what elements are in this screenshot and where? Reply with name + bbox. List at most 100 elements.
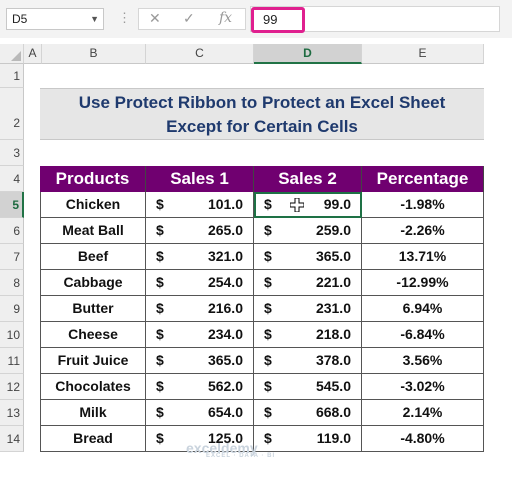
product-cell[interactable]: Milk [40,400,146,426]
header-percentage[interactable]: Percentage [362,166,484,192]
product-cell[interactable]: Cheese [40,322,146,348]
row-header-10[interactable]: 10 [0,322,24,348]
sales-2-cell[interactable]: $221.0 [254,270,362,296]
currency-symbol: $ [156,196,164,212]
sales-2-cell[interactable]: $231.0 [254,296,362,322]
active-cell-d5[interactable]: $99.0 [254,192,362,218]
title-line-1: Use Protect Ribbon to Protect an Excel S… [78,93,446,112]
header-sales-2[interactable]: Sales 2 [254,166,362,192]
sales-2-cell[interactable]: $259.0 [254,218,362,244]
amount-value: 254.0 [207,274,243,290]
sales-1-cell[interactable]: $216.0 [146,296,254,322]
amount-value: 365.0 [315,248,351,264]
name-box[interactable]: D5 ▼ [6,8,104,30]
column-header-e[interactable]: E [362,44,484,64]
watermark-logo: exceldemy EXCEL · DATA · BI [186,440,275,459]
row-header-13[interactable]: 13 [0,400,24,426]
sales-1-cell[interactable]: $125.0 [146,426,254,452]
amount-value: 99.0 [323,196,351,212]
row-header-7[interactable]: 7 [0,244,24,270]
watermark-tagline: EXCEL · DATA · BI [206,453,276,459]
row-header-6[interactable]: 6 [0,218,24,244]
percentage-cell[interactable]: 2.14% [362,400,484,426]
formula-input[interactable]: 99 [250,6,500,33]
sales-1-cell[interactable]: $654.0 [146,400,254,426]
sales-2-cell[interactable]: $119.0 [254,426,362,452]
sales-1-cell[interactable]: $321.0 [146,244,254,270]
percentage-cell[interactable]: 3.56% [362,348,484,374]
percentage-cell[interactable]: -6.84% [362,322,484,348]
formula-value: 99 [251,7,305,33]
row-header-5[interactable]: 5 [0,192,24,218]
product-cell[interactable]: Meat Ball [40,218,146,244]
currency-symbol: $ [156,274,164,290]
currency-symbol: $ [264,248,272,264]
chevron-down-icon[interactable]: ▼ [90,14,99,24]
amount-value: 234.0 [207,326,243,342]
percentage-cell[interactable]: -3.02% [362,374,484,400]
insert-function-icon[interactable]: fx [219,10,233,26]
currency-symbol: $ [156,378,164,394]
currency-symbol: $ [264,222,272,238]
row-header-2[interactable]: 2 [0,88,24,140]
row-header-11[interactable]: 11 [0,348,24,374]
column-header-d[interactable]: D [254,44,362,64]
currency-symbol: $ [156,430,164,446]
percentage-cell[interactable]: -4.80% [362,426,484,452]
column-header-c[interactable]: C [146,44,254,64]
sales-2-cell[interactable]: $218.0 [254,322,362,348]
row-header-8[interactable]: 8 [0,270,24,296]
percentage-cell[interactable]: -1.98% [362,192,484,218]
cell-cursor-icon [290,198,304,212]
column-header-b[interactable]: B [42,44,146,64]
sales-2-cell[interactable]: $668.0 [254,400,362,426]
row-header-3[interactable]: 3 [0,140,24,166]
currency-symbol: $ [264,352,272,368]
product-cell[interactable]: Bread [40,426,146,452]
sales-1-cell[interactable]: $254.0 [146,270,254,296]
sales-1-cell[interactable]: $234.0 [146,322,254,348]
row-header-14[interactable]: 14 [0,426,24,452]
select-all-button[interactable] [0,44,24,64]
watermark-name: exceldemy [186,440,258,456]
column-header-a[interactable]: A [24,44,42,64]
sales-2-cell[interactable]: $365.0 [254,244,362,270]
sales-1-cell[interactable]: $562.0 [146,374,254,400]
currency-symbol: $ [156,352,164,368]
sales-2-cell[interactable]: $545.0 [254,374,362,400]
row-header-4[interactable]: 4 [0,166,24,192]
product-cell[interactable]: Butter [40,296,146,322]
header-sales-1[interactable]: Sales 1 [146,166,254,192]
check-icon[interactable]: ✓ [183,10,195,26]
product-cell[interactable]: Cabbage [40,270,146,296]
currency-symbol: $ [264,300,272,316]
product-cell[interactable]: Beef [40,244,146,270]
amount-value: 321.0 [207,248,243,264]
cancel-icon[interactable]: ✕ [149,10,161,26]
percentage-cell[interactable]: 6.94% [362,296,484,322]
amount-value: 562.0 [207,378,243,394]
percentage-cell[interactable]: 13.71% [362,244,484,270]
percentage-cell[interactable]: -2.26% [362,218,484,244]
sheet-title: Use Protect Ribbon to Protect an Excel S… [40,88,484,140]
percentage-cell[interactable]: -12.99% [362,270,484,296]
amount-value: 119.0 [316,430,351,446]
amount-value: 654.0 [207,404,243,420]
product-cell[interactable]: Chicken [40,192,146,218]
row-header-9[interactable]: 9 [0,296,24,322]
sales-1-cell[interactable]: $365.0 [146,348,254,374]
product-cell[interactable]: Chocolates [40,374,146,400]
product-cell[interactable]: Fruit Juice [40,348,146,374]
sales-1-cell[interactable]: $265.0 [146,218,254,244]
currency-symbol: $ [156,326,164,342]
name-box-value: D5 [12,12,28,26]
currency-symbol: $ [264,404,272,420]
amount-value: 668.0 [315,404,351,420]
sales-1-cell[interactable]: $101.0 [146,192,254,218]
sales-2-cell[interactable]: $378.0 [254,348,362,374]
drag-handle-icon[interactable]: ⋮ [118,10,131,25]
currency-symbol: $ [264,274,272,290]
row-header-12[interactable]: 12 [0,374,24,400]
row-header-1[interactable]: 1 [0,64,24,88]
header-products[interactable]: Products [40,166,146,192]
